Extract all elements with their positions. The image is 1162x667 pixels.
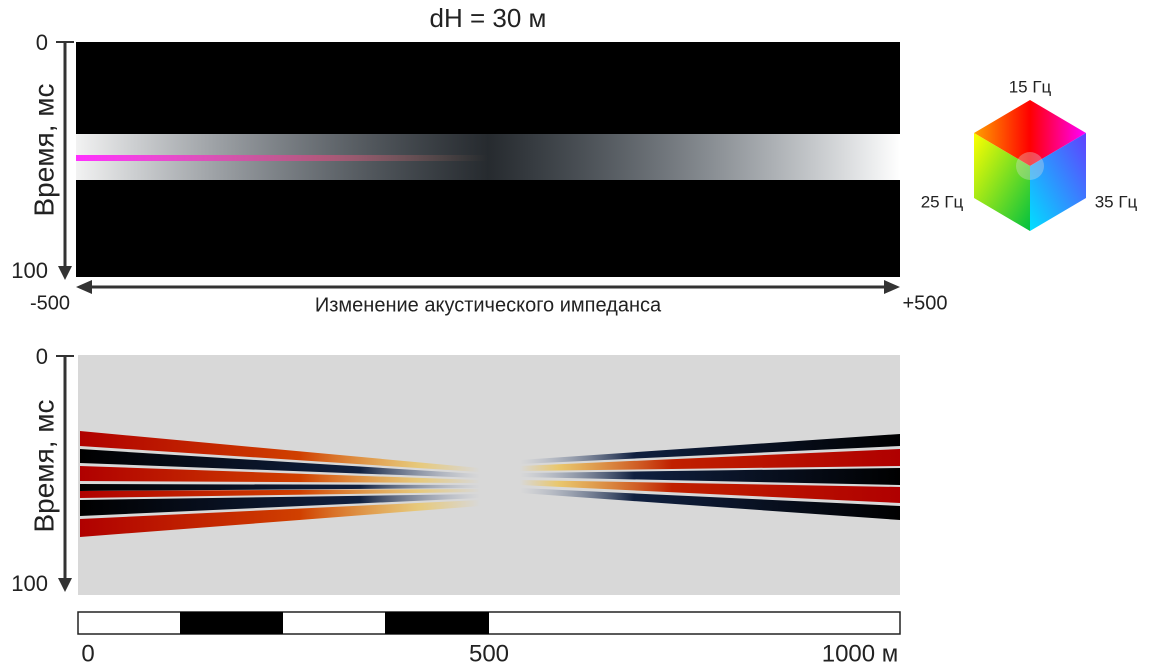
x-label: Изменение акустического импеданса	[315, 294, 662, 316]
scale-tick: 500	[469, 640, 509, 667]
scale-tick: 0	[81, 640, 94, 667]
scale-tick: 1000 м	[822, 640, 899, 667]
y-label: Время, мс	[28, 399, 59, 532]
x-tick: -500	[30, 292, 70, 314]
y-tick: 100	[11, 258, 48, 283]
arrow	[58, 266, 72, 280]
y-tick: 100	[11, 571, 48, 596]
legend-label: 15 Гц	[1009, 77, 1052, 96]
arrow	[58, 578, 72, 592]
legend-label: 35 Гц	[1095, 192, 1138, 211]
color-legend: 15 Гц 25 Гц 35 Гц	[921, 77, 1138, 231]
x-tick: +500	[902, 292, 947, 314]
arrow	[76, 280, 92, 294]
title: dH = 30 м	[430, 3, 547, 33]
scale-bar	[78, 612, 900, 634]
y-tick: 0	[36, 30, 48, 55]
arrow	[884, 280, 900, 294]
figure: dH = 30 м 0 100 Время, мс -500 +500 Изме…	[0, 0, 1162, 667]
magenta-line	[76, 155, 900, 161]
y-tick: 0	[36, 344, 48, 369]
legend-label: 25 Гц	[921, 192, 964, 211]
y-label: Время, мс	[28, 83, 59, 216]
